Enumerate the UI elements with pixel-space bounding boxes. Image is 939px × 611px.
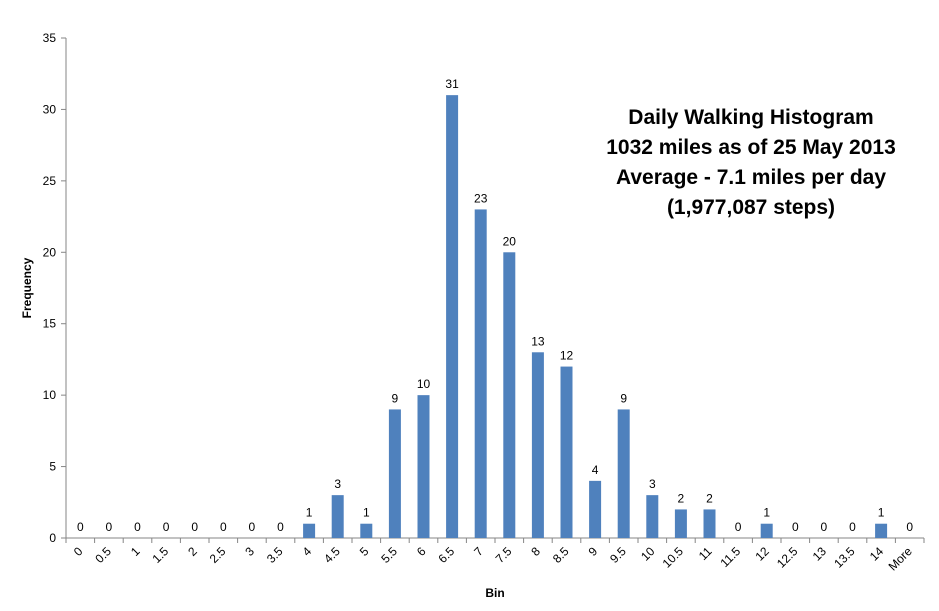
x-tick-label: 5 — [357, 544, 372, 559]
y-tick-label: 35 — [43, 31, 57, 45]
data-label: 0 — [134, 520, 141, 534]
data-label: 3 — [334, 477, 341, 491]
x-tick-label: 11 — [696, 544, 715, 563]
bars — [303, 95, 888, 539]
x-tick-label: 0 — [71, 544, 86, 559]
data-label: 1 — [363, 506, 370, 520]
x-tick-label: 0.5 — [92, 544, 114, 566]
y-tick-label: 15 — [43, 317, 57, 331]
bar — [589, 480, 602, 538]
data-label: 0 — [821, 520, 828, 534]
data-label: 20 — [503, 234, 517, 248]
data-label: 9 — [620, 391, 627, 405]
data-label: 10 — [417, 377, 431, 391]
bar — [531, 352, 544, 538]
x-tick-label: 13.5 — [831, 544, 858, 571]
x-tick-label: 12.5 — [774, 544, 801, 571]
x-tick-label: 11.5 — [717, 544, 743, 570]
x-tick-label: 14 — [867, 544, 887, 564]
bar — [560, 366, 573, 538]
bar — [417, 395, 430, 538]
bar — [875, 523, 888, 538]
x-tick-label: 9.5 — [607, 544, 629, 566]
bar — [388, 409, 401, 538]
data-label: 0 — [191, 520, 198, 534]
data-label: 3 — [649, 477, 656, 491]
x-tick-label: 10.5 — [660, 544, 687, 571]
data-label: 1 — [763, 506, 770, 520]
x-tick-label: 6 — [414, 544, 429, 559]
data-label: 0 — [106, 520, 113, 534]
chart-title: Daily Walking Histogram 1032 miles as of … — [606, 106, 896, 219]
data-label: 0 — [906, 520, 913, 534]
data-label: 0 — [77, 520, 84, 534]
x-tick-label: 13 — [810, 544, 830, 564]
x-axis-title: Bin — [485, 586, 504, 600]
y-tick-label: 25 — [43, 174, 57, 188]
bar — [646, 495, 659, 538]
x-tick-label: 12 — [752, 544, 772, 564]
data-label: 0 — [163, 520, 170, 534]
bar — [760, 523, 773, 538]
bar — [331, 495, 344, 538]
data-label: 1 — [306, 506, 313, 520]
data-label: 0 — [249, 520, 256, 534]
chart-title-line: 1032 miles as of 25 May 2013 — [606, 136, 896, 159]
chart-title-line: Daily Walking Histogram — [628, 106, 873, 129]
x-tick-label: 10 — [638, 544, 658, 564]
x-tick-label: 1.5 — [150, 544, 172, 566]
y-tick-label: 30 — [43, 102, 57, 116]
x-tick-label: More — [886, 544, 915, 573]
bar — [674, 509, 687, 538]
chart-title-line: (1,977,087 steps) — [667, 196, 835, 219]
x-tick-labels: 0 0.5 1 1.5 2 2.5 3 3.5 4 4.5 5 5.5 6 6.5 7 7.5 8 8.5 9 9.5… — [71, 544, 915, 573]
bar — [360, 523, 373, 538]
x-tick-label: 8.5 — [550, 544, 572, 566]
x-tick-label: 6.5 — [436, 544, 458, 566]
x-tick-label: 5.5 — [378, 544, 400, 566]
bar — [617, 409, 630, 538]
x-tick-label: 3.5 — [264, 544, 286, 566]
data-label: 0 — [735, 520, 742, 534]
x-tick-label: 3 — [242, 544, 257, 559]
x-tick-label: 2.5 — [207, 544, 229, 566]
x-tick-label: 2 — [185, 544, 200, 559]
x-tick-label: 7.5 — [493, 544, 515, 566]
bar — [303, 523, 316, 538]
y-tick-label: 20 — [43, 245, 57, 259]
axes — [61, 37, 925, 543]
bar — [474, 209, 487, 538]
y-tick-label: 5 — [49, 460, 56, 474]
data-label: 31 — [445, 77, 459, 91]
data-label: 23 — [474, 191, 488, 205]
data-label: 2 — [678, 491, 685, 505]
y-tick-labels: 0 5 10 15 20 25 30 35 — [43, 31, 57, 545]
y-tick-label: 0 — [49, 531, 56, 545]
x-tick-label: 4 — [300, 544, 315, 559]
y-tick-label: 10 — [43, 388, 57, 402]
data-label: 12 — [560, 349, 574, 363]
data-label: 1 — [878, 506, 885, 520]
data-label: 13 — [531, 334, 545, 348]
x-tick-label: 1 — [128, 544, 143, 559]
data-label: 0 — [849, 520, 856, 534]
chart-title-line: Average - 7.1 miles per day — [616, 166, 886, 189]
x-tick-label: 7 — [471, 544, 486, 559]
bar — [446, 95, 459, 539]
x-tick-label: 4.5 — [321, 544, 343, 566]
bar — [703, 509, 716, 538]
x-tick-label: 9 — [586, 544, 601, 559]
data-label: 4 — [592, 463, 599, 477]
data-label: 0 — [792, 520, 799, 534]
data-label: 0 — [277, 520, 284, 534]
data-label: 2 — [706, 491, 713, 505]
data-label: 9 — [392, 391, 399, 405]
y-axis-title: Frequency — [20, 257, 34, 318]
data-label: 0 — [220, 520, 227, 534]
x-tick-label: 8 — [528, 544, 543, 559]
bar — [503, 252, 516, 539]
